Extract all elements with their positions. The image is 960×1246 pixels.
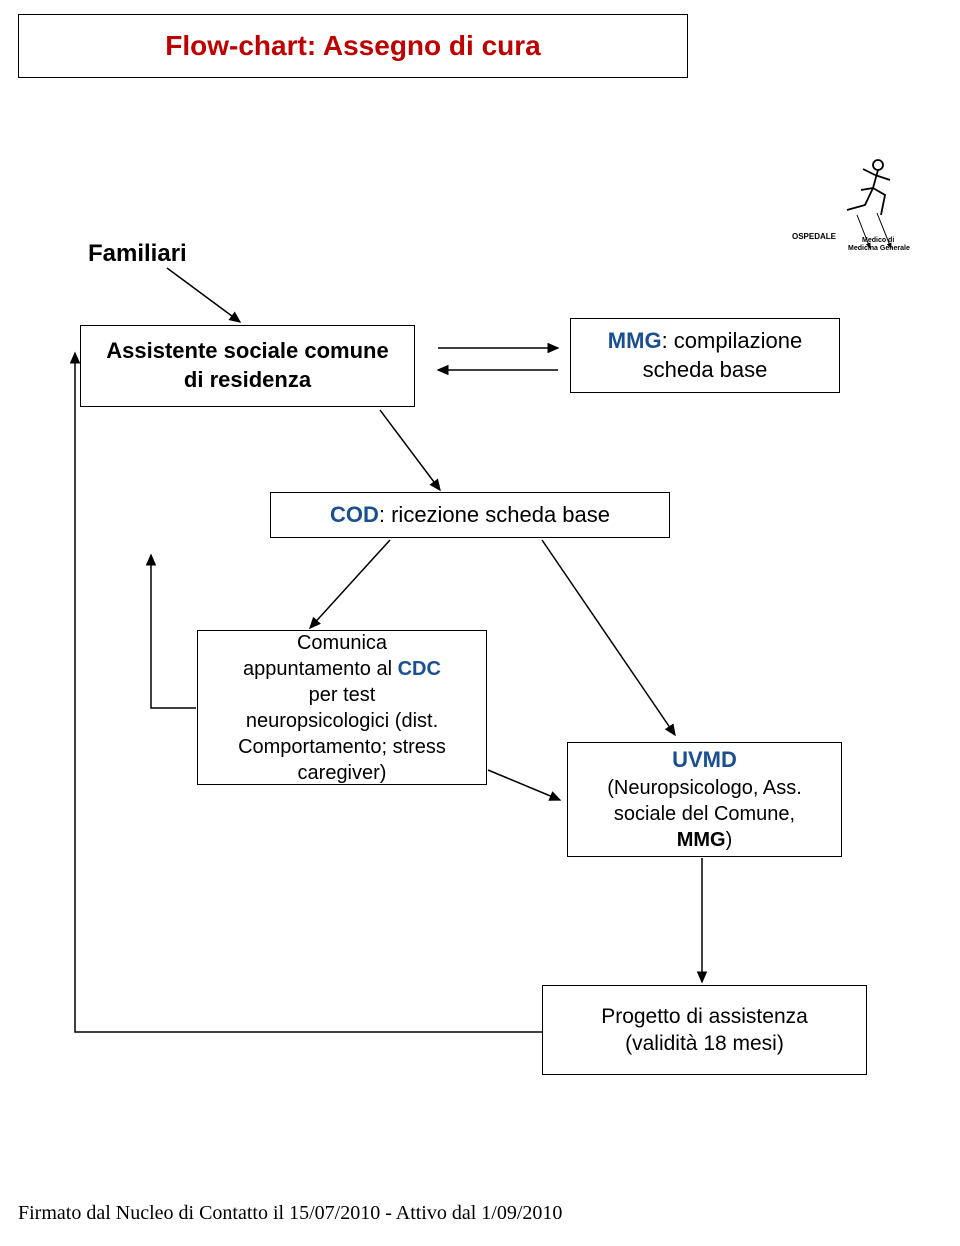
page: Flow-chart: Assegno di cura Familiari OS… <box>0 0 960 1246</box>
label-ospedale: OSPEDALE <box>792 232 836 241</box>
node-uvmd: UVMD(Neuropsicologo, Ass.sociale del Com… <box>567 742 842 857</box>
node-comunica: Comunicaappuntamento al CDCper testneuro… <box>197 630 487 785</box>
node-progetto: Progetto di assistenza(validità 18 mesi) <box>542 985 867 1075</box>
page-footer: Firmato dal Nucleo di Contatto il 15/07/… <box>18 1202 562 1225</box>
label-medico-1: Medico di <box>862 237 894 244</box>
node-assistente: Assistente sociale comunedi residenza <box>80 325 415 407</box>
logo-figure <box>835 155 900 240</box>
label-familiari: Familiari <box>88 240 187 268</box>
node-cod: COD: ricezione scheda base <box>270 492 670 538</box>
flowchart-title: Flow-chart: Assegno di cura <box>18 14 688 78</box>
label-medico-2: Medicina Generale <box>848 245 910 252</box>
node-mmg: MMG: compilazionescheda base <box>570 318 840 393</box>
